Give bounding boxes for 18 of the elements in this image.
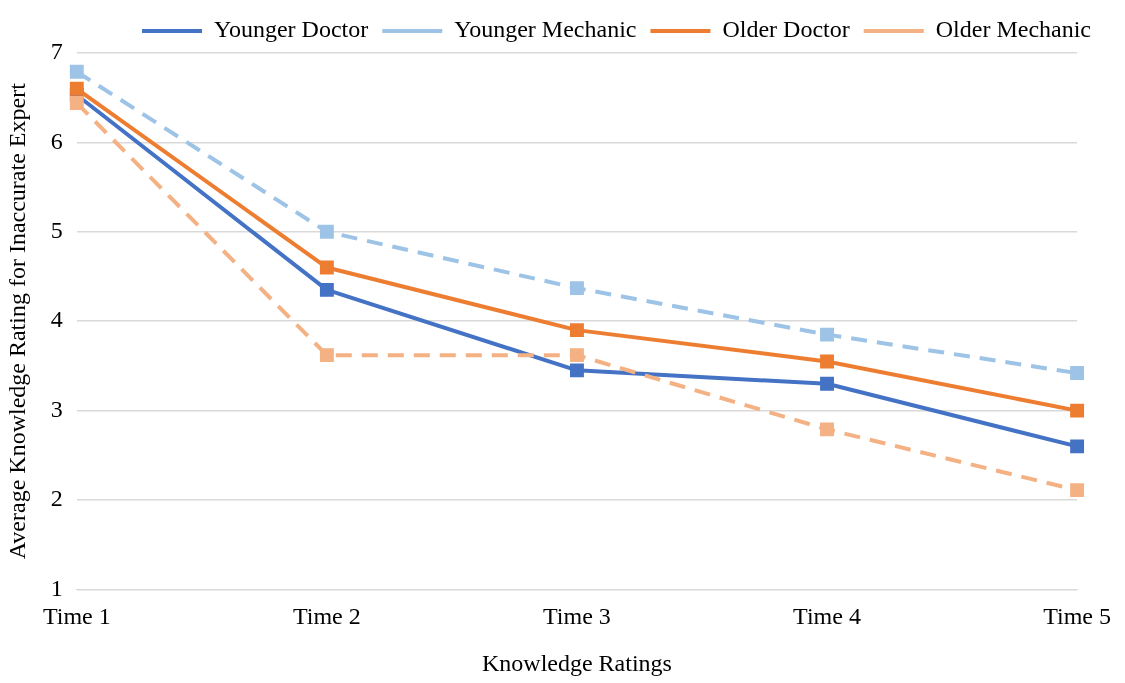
y-axis-title: Average Knowledge Rating for Inaccurate Expert <box>3 82 30 560</box>
y-tick-label: 3 <box>50 395 63 422</box>
x-tick-label: Time 4 <box>793 603 861 630</box>
legend-label: Older Mechanic <box>935 16 1091 43</box>
x-tick-label: Time 2 <box>292 603 361 630</box>
x-tick-label: Time 1 <box>42 603 111 630</box>
legend-label: Older Doctor <box>722 16 850 43</box>
x-tick-label: Time 5 <box>1043 603 1111 630</box>
y-tick-label: 4 <box>50 306 63 333</box>
y-tick-label: 6 <box>50 127 63 154</box>
legend-label: Younger Doctor <box>214 16 369 43</box>
y-tick-label: 7 <box>50 38 63 65</box>
y-tick-label: 2 <box>50 485 63 512</box>
x-axis-title: Knowledge Ratings <box>481 649 672 676</box>
y-tick-label: 1 <box>50 574 63 601</box>
legend-label: Younger Mechanic <box>454 16 637 43</box>
y-tick-label: 5 <box>50 217 63 244</box>
x-tick-label: Time 3 <box>543 603 611 630</box>
